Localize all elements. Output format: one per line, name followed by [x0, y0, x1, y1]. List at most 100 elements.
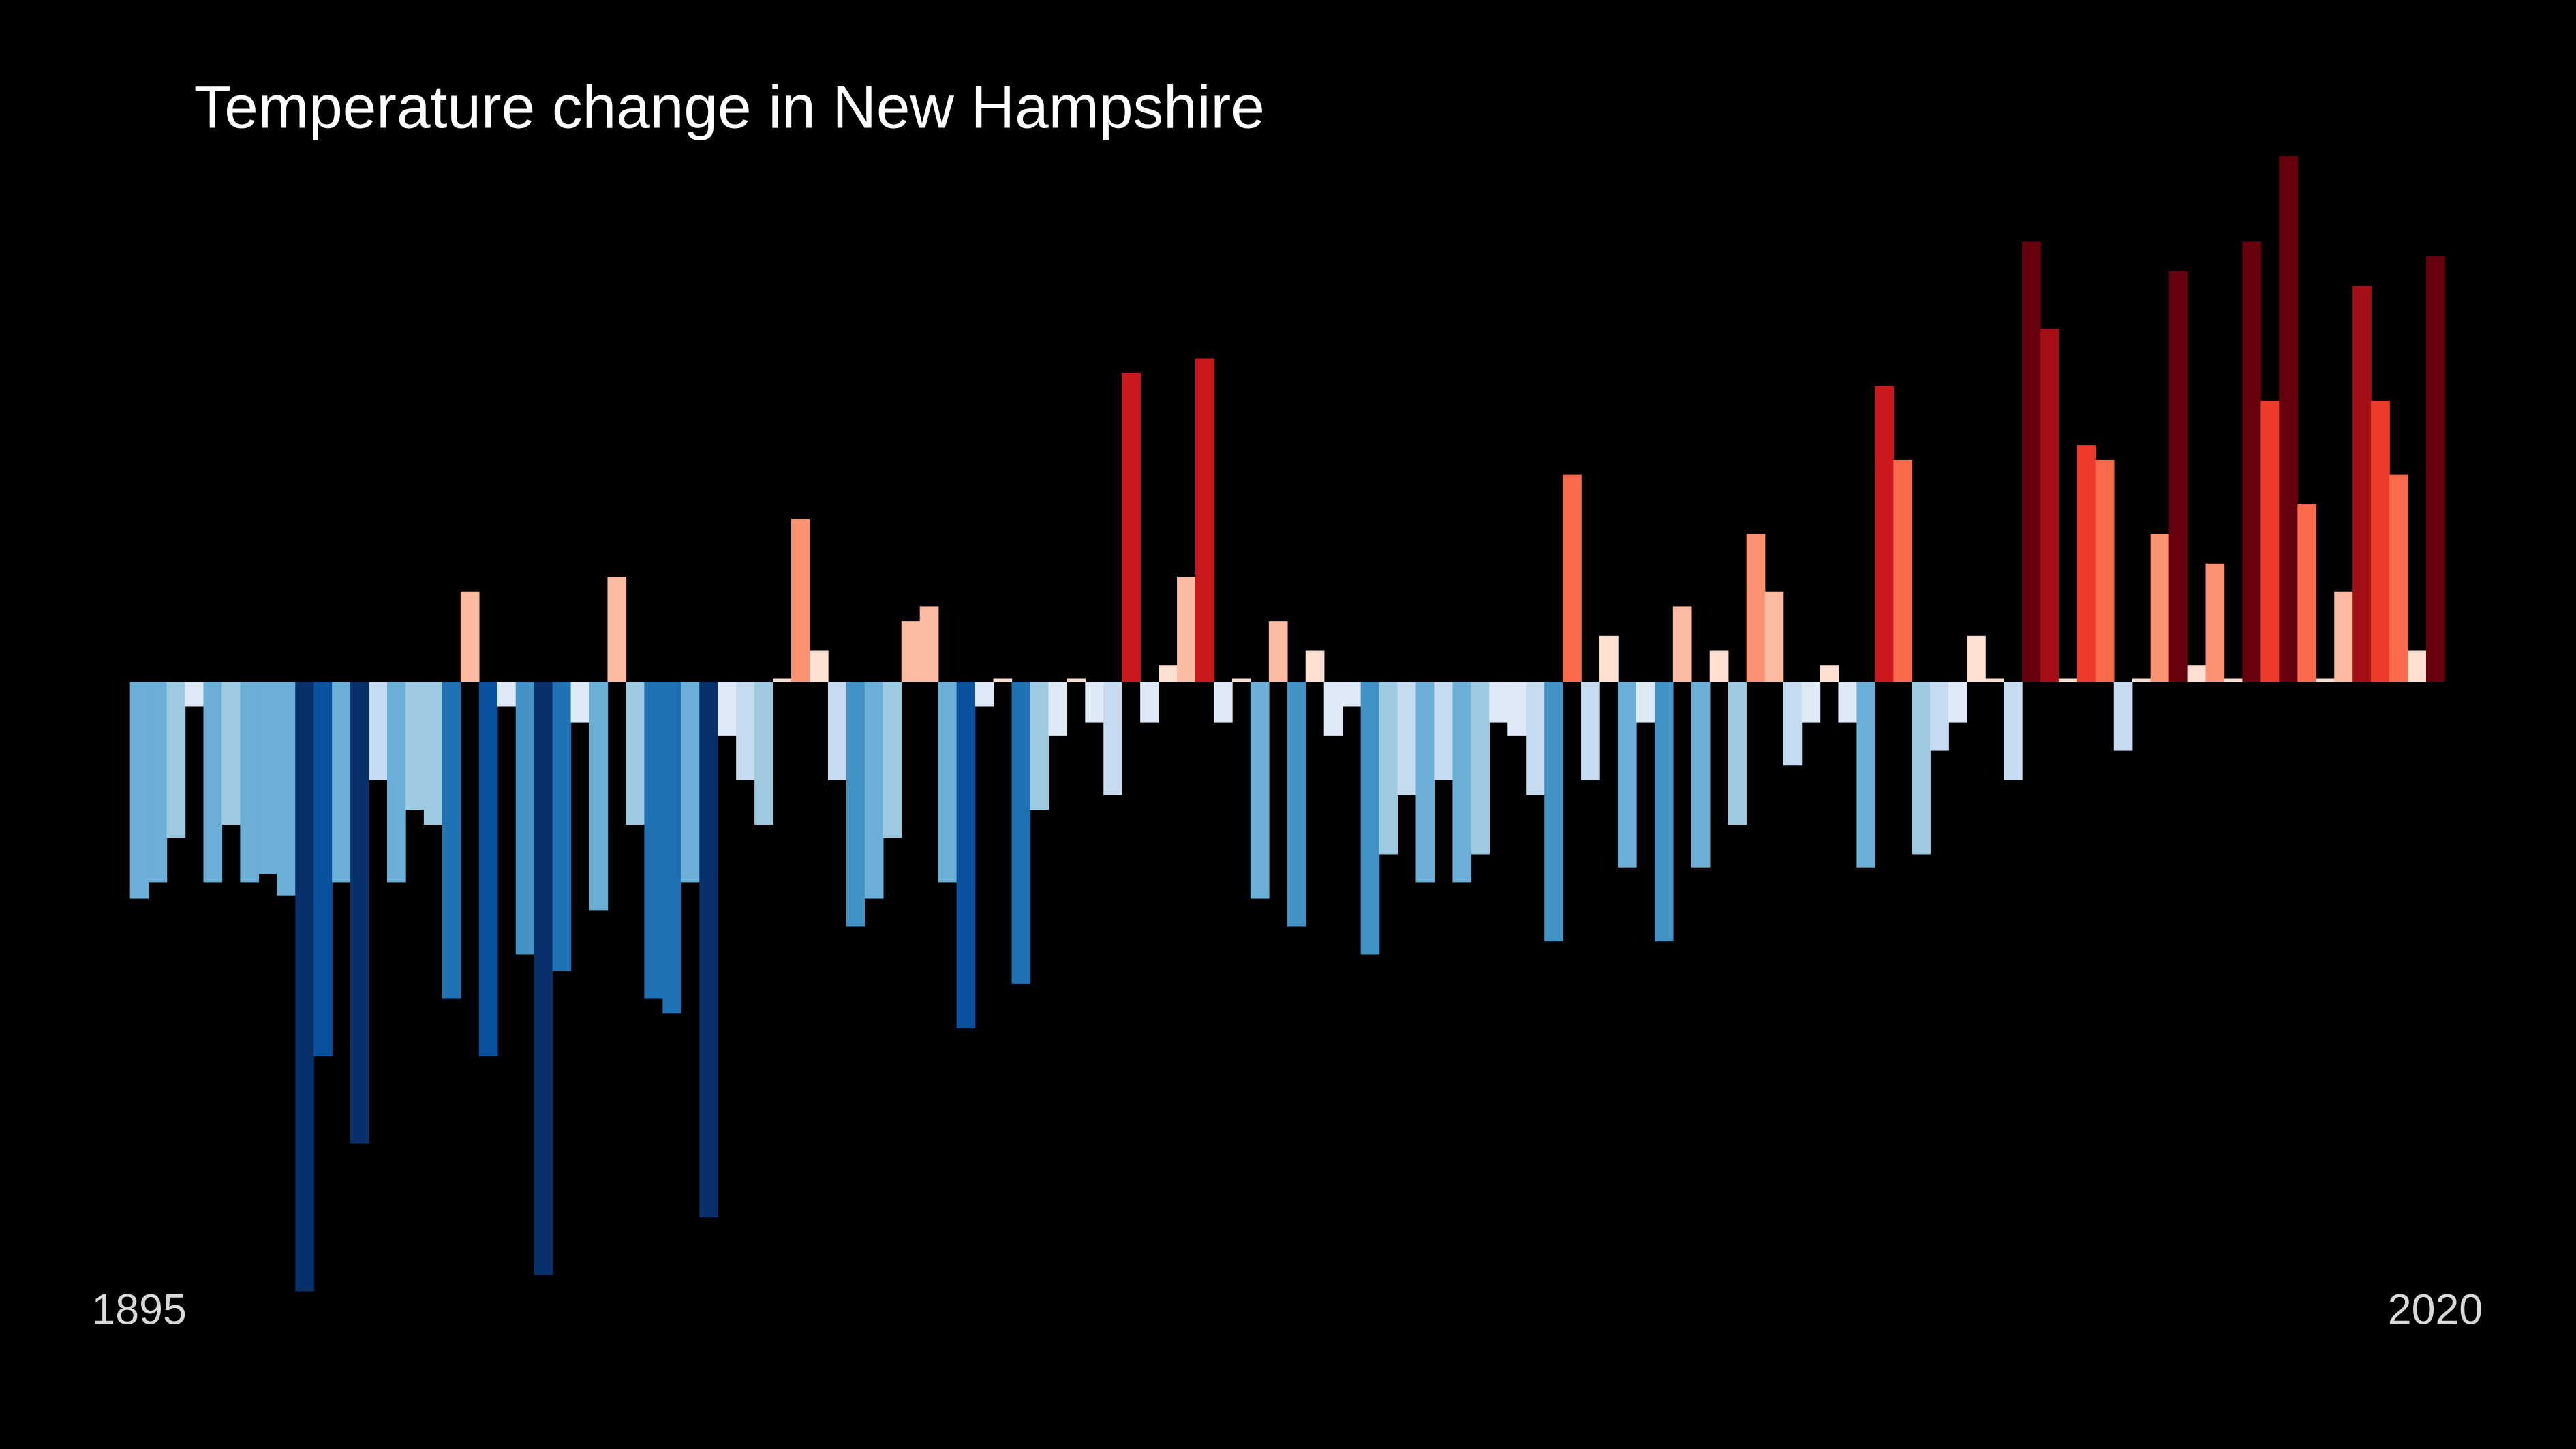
bar — [515, 682, 535, 955]
bar — [1654, 682, 1674, 942]
bar — [203, 682, 223, 883]
bar — [166, 682, 186, 838]
bar — [1305, 650, 1325, 682]
bar — [1838, 682, 1858, 723]
bar — [1875, 386, 1895, 682]
bar — [1709, 650, 1729, 682]
bar — [1820, 665, 1839, 682]
bar — [1636, 682, 1655, 723]
bar — [240, 682, 260, 883]
bar — [478, 682, 498, 1056]
bar — [589, 682, 609, 911]
bar — [1085, 682, 1104, 723]
bar — [809, 650, 829, 682]
bar — [2040, 329, 2059, 682]
bar — [2297, 504, 2316, 682]
bar — [1397, 682, 1417, 795]
chart-title: Temperature change in New Hampshire — [194, 72, 1265, 140]
bar — [2058, 678, 2078, 682]
bar — [1856, 682, 1876, 868]
bar — [2132, 678, 2151, 682]
bar — [1159, 665, 1178, 682]
bar — [2334, 591, 2353, 682]
bar — [2168, 271, 2188, 682]
bar — [864, 682, 884, 899]
bar — [277, 682, 296, 896]
bar — [754, 682, 773, 825]
bar — [1067, 678, 1086, 682]
bar — [2076, 445, 2096, 682]
bar — [1323, 682, 1343, 736]
bar — [1122, 373, 1141, 682]
bar — [1342, 682, 1362, 707]
bar — [1195, 358, 1214, 682]
bar — [570, 682, 590, 723]
bar — [1526, 682, 1545, 795]
bar — [607, 577, 627, 682]
bar — [699, 682, 718, 1218]
bar — [1287, 682, 1306, 927]
bar — [405, 682, 425, 810]
bar — [2316, 678, 2335, 682]
bar — [1691, 682, 1711, 868]
bar — [901, 621, 921, 682]
x-tick-label: 1895 — [91, 1285, 186, 1333]
bar — [1231, 678, 1251, 682]
bar — [1617, 682, 1637, 868]
bar — [2408, 650, 2427, 682]
bar — [1801, 682, 1821, 723]
bar — [1360, 682, 1380, 955]
bar — [1507, 682, 1527, 736]
bar — [2095, 459, 2115, 682]
bar — [1213, 682, 1233, 723]
bar — [1985, 678, 2004, 682]
bar — [148, 682, 168, 883]
bar — [662, 682, 682, 1014]
bar — [1728, 682, 1747, 825]
bar — [736, 682, 755, 780]
bar — [1930, 682, 1949, 751]
bar — [975, 682, 994, 707]
bar — [1893, 459, 1912, 682]
bar — [1764, 591, 1784, 682]
bar — [460, 591, 480, 682]
bar — [2389, 474, 2408, 682]
bar — [1599, 635, 1619, 682]
bar — [313, 682, 333, 1056]
bar — [1011, 682, 1031, 984]
bar — [2260, 401, 2280, 682]
bar — [956, 682, 976, 1028]
bar — [2004, 682, 2023, 780]
bar — [1563, 474, 1582, 682]
bar — [552, 682, 572, 971]
bar — [1268, 621, 1288, 682]
bar — [1967, 635, 1986, 682]
bar — [2425, 256, 2445, 682]
bar — [827, 682, 847, 780]
bar — [1746, 534, 1766, 682]
bar — [1434, 682, 1454, 780]
bar — [1452, 682, 1472, 883]
bar — [369, 682, 388, 780]
bar — [1672, 606, 1692, 682]
bar — [387, 682, 406, 883]
bar — [1103, 682, 1122, 795]
bar — [883, 682, 902, 838]
bar — [497, 682, 517, 707]
bar — [2113, 682, 2133, 751]
bar — [718, 682, 737, 736]
bar — [442, 682, 461, 999]
bar — [1912, 682, 1931, 855]
bar — [423, 682, 443, 825]
bar — [221, 682, 241, 825]
bar — [1581, 682, 1600, 780]
bar — [258, 682, 278, 874]
bar — [791, 519, 810, 682]
bar — [1030, 682, 1049, 810]
bar — [938, 682, 957, 883]
bar — [1415, 682, 1435, 883]
bar — [1783, 682, 1803, 766]
bar — [681, 682, 700, 883]
